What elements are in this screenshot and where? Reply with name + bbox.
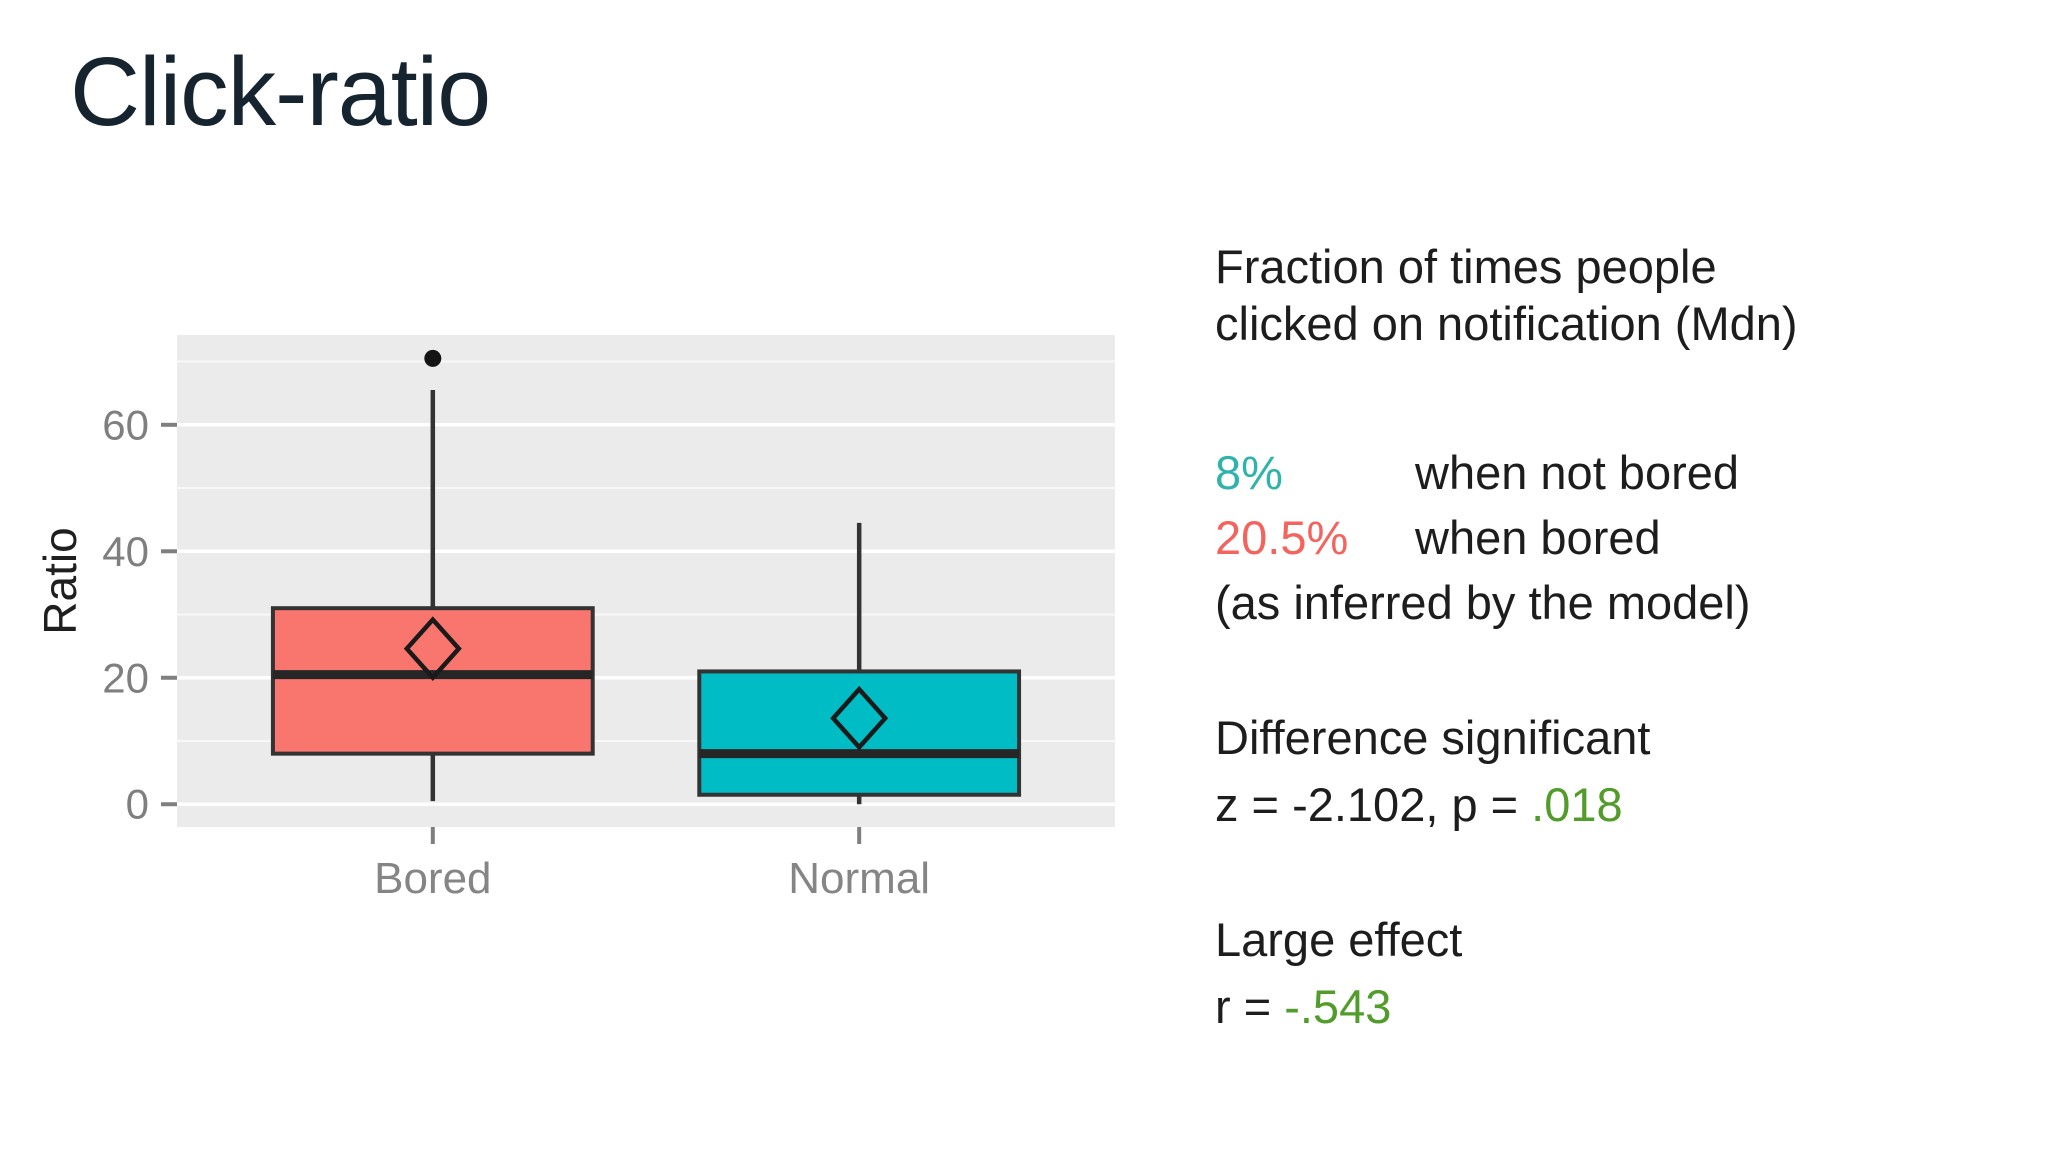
effect-title: Large effect [1215, 913, 1463, 966]
annotation-intro: Fraction of times people clicked on noti… [1215, 238, 1798, 352]
stat-row-bored: 20.5% when bored [1215, 505, 1751, 570]
not-bored-percent: 8% [1215, 446, 1283, 499]
y-tick-label: 20 [102, 654, 149, 701]
x-tick-label: Bored [374, 854, 491, 903]
annotation-stats: 8% when not bored 20.5% when bored (as inf… [1215, 440, 1751, 635]
bored-label: when bored [1415, 511, 1661, 564]
significance-stats: z = -2.102, p = .018 [1215, 771, 1650, 838]
y-tick-label: 60 [102, 401, 149, 448]
mean-diamond [403, 616, 462, 682]
z-statistic: z = -2.102, p = [1215, 778, 1532, 831]
significance-block: Difference significant z = -2.102, p = .… [1215, 704, 1650, 838]
not-bored-label: when not bored [1415, 446, 1740, 499]
p-value: .018 [1531, 778, 1623, 831]
boxplot-chart: 0 20 40 60 Bored Normal Ratio [34, 335, 1115, 903]
stat-row-not-bored: 8% when not bored [1215, 440, 1751, 505]
y-tick-label: 0 [126, 781, 149, 828]
significance-title: Difference significant [1215, 711, 1651, 764]
r-prefix: r = [1215, 980, 1285, 1033]
annotation-intro-line1: Fraction of times people [1215, 240, 1717, 293]
r-value: -.543 [1284, 980, 1392, 1033]
annotation-intro-line2: clicked on notification (Mdn) [1215, 297, 1798, 350]
mean-diamond [830, 685, 889, 751]
bored-percent: 20.5% [1215, 511, 1349, 564]
outlier-point [424, 349, 442, 367]
model-note: (as inferred by the model) [1215, 576, 1751, 629]
x-tick-label: Normal [788, 854, 930, 903]
y-axis-title: Ratio [34, 527, 86, 634]
slide-title: Click-ratio [70, 37, 491, 146]
effect-block: Large effect r = -.543 [1215, 906, 1462, 1040]
boxplot-figure: 0 20 40 60 Bored Normal Ratio [30, 310, 1150, 930]
y-tick-label: 40 [102, 528, 149, 575]
effect-stats: r = -.543 [1215, 973, 1462, 1040]
